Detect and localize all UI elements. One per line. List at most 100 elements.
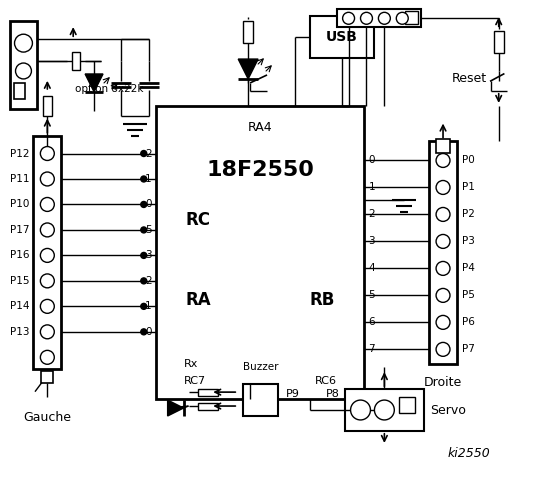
Circle shape (141, 151, 147, 156)
Text: P1: P1 (462, 182, 475, 192)
Text: RC: RC (185, 211, 211, 229)
Text: P8: P8 (326, 389, 340, 399)
Bar (405, 12, 418, 24)
Text: 3: 3 (368, 237, 375, 246)
Bar (156, 106, 364, 399)
Bar (337, 9, 421, 27)
Bar (243, 384, 278, 416)
Text: RC7: RC7 (184, 376, 206, 386)
Bar (13, 83, 25, 99)
Circle shape (141, 202, 147, 207)
Bar (33, 136, 61, 369)
Text: RA: RA (185, 291, 211, 309)
Text: 1: 1 (368, 182, 375, 192)
Bar (429, 141, 457, 364)
Circle shape (40, 274, 54, 288)
Text: 4: 4 (368, 264, 375, 274)
Bar (43, 96, 53, 116)
Text: 6: 6 (368, 317, 375, 327)
Text: P4: P4 (462, 264, 475, 274)
Circle shape (40, 197, 54, 211)
Circle shape (141, 176, 147, 182)
Text: P6: P6 (462, 317, 475, 327)
Circle shape (436, 234, 450, 248)
Circle shape (436, 262, 450, 276)
Circle shape (436, 315, 450, 329)
Text: P17: P17 (10, 225, 29, 235)
Bar (345, 389, 424, 431)
Polygon shape (85, 74, 103, 92)
Circle shape (436, 180, 450, 194)
Text: P9: P9 (286, 389, 300, 399)
Text: P16: P16 (10, 251, 29, 261)
Circle shape (141, 227, 147, 233)
Text: 0: 0 (368, 156, 375, 166)
Bar (199, 403, 218, 410)
Bar (436, 139, 450, 153)
Bar (9, 21, 38, 109)
Circle shape (40, 223, 54, 237)
Bar (41, 371, 53, 383)
Circle shape (436, 207, 450, 221)
Circle shape (351, 400, 371, 420)
Circle shape (141, 329, 147, 335)
Polygon shape (238, 59, 258, 79)
Circle shape (15, 63, 32, 79)
Circle shape (343, 12, 354, 24)
Text: Reset: Reset (452, 72, 487, 85)
Text: P7: P7 (462, 344, 475, 354)
Text: P14: P14 (10, 301, 29, 312)
Circle shape (436, 342, 450, 356)
Text: P11: P11 (10, 174, 29, 184)
Text: option 8x22k: option 8x22k (75, 84, 144, 94)
Text: 1: 1 (145, 174, 152, 184)
Bar (72, 52, 80, 70)
Bar (243, 21, 253, 43)
Text: RA4: RA4 (248, 121, 273, 134)
Polygon shape (168, 400, 184, 416)
Circle shape (436, 288, 450, 302)
Circle shape (40, 172, 54, 186)
Circle shape (374, 400, 394, 420)
Text: 7: 7 (368, 344, 375, 354)
Bar (310, 16, 374, 58)
Circle shape (40, 300, 54, 313)
Text: P13: P13 (10, 327, 29, 337)
Circle shape (436, 154, 450, 168)
Text: P3: P3 (462, 237, 475, 246)
Bar (494, 31, 504, 53)
Circle shape (361, 12, 372, 24)
Text: 3: 3 (145, 251, 152, 261)
Text: Rx: Rx (184, 359, 198, 369)
Text: RC6: RC6 (315, 376, 337, 386)
Text: P12: P12 (10, 148, 29, 158)
Circle shape (40, 350, 54, 364)
Text: Droite: Droite (424, 376, 462, 389)
Text: ki2550: ki2550 (447, 447, 491, 460)
Circle shape (40, 249, 54, 263)
Circle shape (14, 34, 33, 52)
Text: Gauche: Gauche (23, 411, 71, 424)
Text: P5: P5 (462, 290, 475, 300)
Text: 18F2550: 18F2550 (206, 160, 314, 180)
Circle shape (40, 325, 54, 339)
Text: 2: 2 (368, 209, 375, 219)
Circle shape (141, 303, 147, 309)
Bar (199, 389, 218, 396)
Text: 2: 2 (145, 276, 152, 286)
Text: 1: 1 (145, 301, 152, 312)
Text: 5: 5 (368, 290, 375, 300)
Text: P0: P0 (462, 156, 474, 166)
Text: 2: 2 (145, 148, 152, 158)
Circle shape (141, 278, 147, 284)
Circle shape (397, 12, 408, 24)
Text: 0: 0 (145, 327, 152, 337)
Bar (399, 397, 415, 413)
Text: 0: 0 (145, 200, 152, 209)
Text: Buzzer: Buzzer (243, 362, 279, 372)
Text: Servo: Servo (430, 404, 466, 417)
Text: RB: RB (309, 291, 335, 309)
Circle shape (378, 12, 390, 24)
Text: P10: P10 (10, 200, 29, 209)
Text: P15: P15 (10, 276, 29, 286)
